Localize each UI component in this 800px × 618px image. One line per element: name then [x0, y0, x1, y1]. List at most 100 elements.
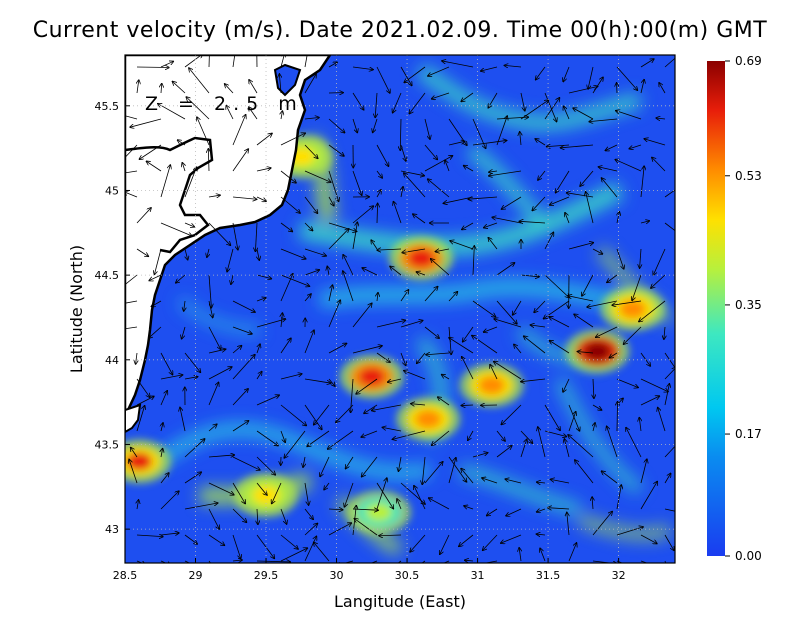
vector-arrow — [568, 412, 576, 432]
vector-arrow — [513, 300, 522, 315]
vector-arrow — [180, 407, 186, 432]
vector-arrow — [659, 83, 666, 94]
vector-arrow — [534, 300, 546, 312]
vector-arrow — [232, 421, 249, 432]
vector-arrow — [280, 274, 309, 286]
vector-arrow — [232, 560, 242, 561]
vector-arrow — [208, 508, 219, 529]
vector-arrow — [328, 430, 354, 449]
vector-arrow — [280, 374, 302, 380]
vector-arrow — [481, 66, 498, 71]
vector-arrow — [392, 430, 426, 439]
vector-arrow — [304, 222, 313, 231]
vector-arrow — [160, 491, 179, 510]
vector-arrow — [568, 296, 594, 302]
colorbar-tick-label: 0.00 — [735, 549, 762, 563]
vector-arrow — [664, 352, 675, 369]
vector-arrow — [362, 456, 378, 477]
vector-arrow — [208, 300, 213, 318]
vector-arrow — [484, 222, 498, 228]
vector-arrow — [125, 300, 138, 304]
vector-arrow — [632, 274, 642, 300]
vector-arrow — [490, 365, 498, 380]
vector-arrow — [664, 473, 671, 484]
vector-arrow — [184, 503, 218, 510]
vector-arrow — [464, 166, 474, 172]
vector-arrow — [568, 543, 577, 562]
vector-arrow — [256, 274, 271, 279]
vector-arrow — [328, 144, 344, 156]
vector-arrow — [596, 326, 618, 337]
vector-arrow — [540, 548, 546, 562]
vector-arrow — [189, 68, 210, 94]
vector-arrow — [616, 248, 624, 269]
vector-arrow — [280, 196, 300, 213]
vector-arrow — [465, 560, 474, 561]
vector-arrow — [616, 378, 638, 388]
vector-arrow — [307, 430, 330, 446]
vector-arrow — [589, 118, 618, 122]
vector-arrow — [393, 92, 402, 113]
vector-arrow — [496, 116, 507, 146]
vector-arrow — [375, 92, 377, 117]
vector-arrow — [664, 57, 675, 68]
y-axis-label: Latitude (North) — [67, 245, 86, 373]
vector-arrow — [232, 346, 242, 354]
vector-arrow — [640, 59, 654, 68]
hotspot-core — [619, 300, 646, 318]
hotspot-core — [408, 249, 435, 268]
vector-arrow — [489, 171, 498, 172]
vector-arrow — [586, 192, 594, 224]
vector-arrow — [184, 352, 200, 372]
vector-arrow — [501, 534, 522, 543]
vector-arrow — [225, 84, 234, 94]
vector-arrow — [343, 255, 354, 276]
x-axis-ticks: 28.5 29 29.5 30 30.5 31 31.5 32 — [113, 558, 626, 582]
vector-arrow — [208, 424, 217, 432]
vector-arrow — [344, 482, 354, 507]
vector-arrow — [462, 357, 474, 380]
vector-arrow — [379, 535, 402, 536]
vector-arrow — [129, 459, 138, 484]
vector-arrow — [176, 274, 186, 283]
vector-arrow — [184, 534, 197, 544]
vector-arrow — [125, 327, 138, 329]
vector-arrow — [146, 161, 162, 172]
vector-arrow — [448, 458, 456, 484]
vector-arrow — [505, 479, 522, 484]
vector-arrow — [624, 326, 642, 344]
y-axis-ticks: 43 43.5 44 44.5 45 45.5 — [95, 100, 130, 536]
vector-arrow — [535, 139, 546, 146]
vector-arrow — [544, 232, 553, 250]
vector-arrow — [125, 115, 138, 120]
vector-arrow — [304, 378, 331, 383]
vector-arrow — [520, 100, 548, 120]
map-title: Current velocity (m/s). Date 2021.02.09.… — [32, 18, 768, 43]
x-tick-label: 31.5 — [536, 569, 561, 582]
vector-arrow — [352, 66, 373, 70]
vector-arrow — [519, 221, 546, 223]
vector-arrow — [640, 80, 644, 94]
vector-arrow — [521, 378, 546, 382]
vector-arrow — [382, 427, 402, 432]
vector-arrow — [232, 456, 260, 470]
vector-arrow — [304, 270, 319, 276]
vector-arrow — [352, 303, 372, 328]
vector-arrow — [532, 196, 546, 211]
vector-arrow — [304, 523, 317, 536]
x-axis-label: Langitude (East) — [334, 592, 466, 611]
vector-arrow — [208, 222, 230, 245]
vector-arrow — [356, 378, 378, 394]
vector-arrow — [464, 506, 474, 509]
vector-arrow — [397, 499, 402, 510]
vector-arrow — [304, 482, 309, 505]
vector-arrow — [377, 249, 402, 250]
vector-arrow — [664, 384, 669, 406]
vector-arrow — [506, 508, 522, 516]
vector-arrow — [256, 456, 275, 475]
vector-arrow — [160, 560, 171, 563]
vector-arrow — [462, 222, 474, 229]
vector-arrow — [607, 426, 618, 458]
vector-arrow — [448, 141, 465, 146]
